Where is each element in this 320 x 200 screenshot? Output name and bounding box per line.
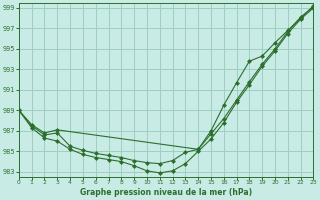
X-axis label: Graphe pression niveau de la mer (hPa): Graphe pression niveau de la mer (hPa) bbox=[80, 188, 252, 197]
